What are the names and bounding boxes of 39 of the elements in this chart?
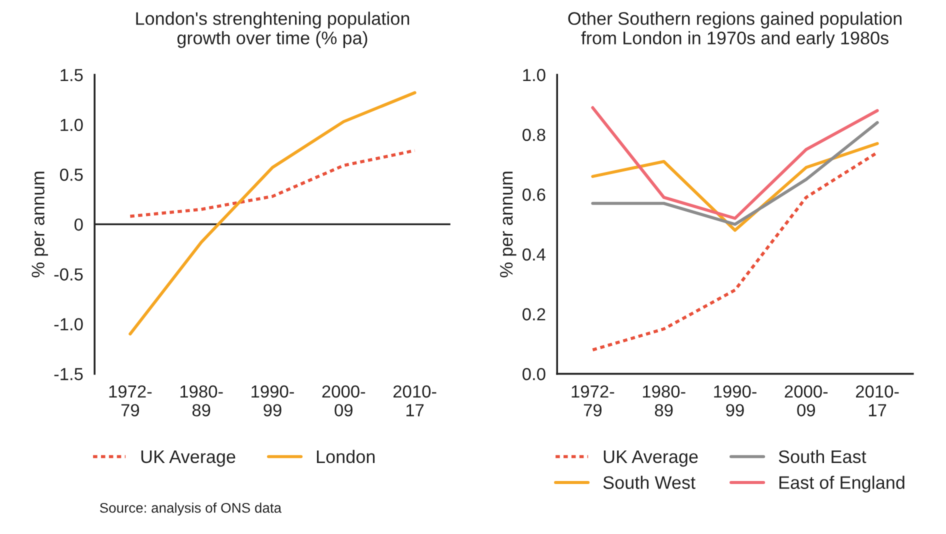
legend-label: London	[316, 450, 375, 464]
x-tick-label: 1980- 89	[642, 385, 686, 416]
y-tick-label: 0.8	[522, 128, 546, 142]
legend-label: UK Average	[604, 450, 698, 467]
y-tick-label: 0.5	[60, 168, 83, 181]
line-series	[128, 91, 416, 336]
y-tick-label: -1.5	[54, 368, 83, 380]
y-tick-label: 0.6	[522, 188, 546, 201]
legend-label: South East	[778, 450, 866, 464]
x-tick-label: 2010- 17	[856, 385, 899, 416]
legend-label: East of England	[779, 476, 904, 493]
line-series	[128, 148, 416, 218]
line-series	[591, 121, 879, 226]
x-tick-label: 2010- 17	[393, 385, 436, 416]
y-axis-title: % per annum	[32, 172, 48, 278]
y-tick-label: 1.0	[60, 118, 83, 132]
y-axis-title: % per annum	[500, 172, 516, 278]
y-tick-label: 0.4	[522, 248, 546, 261]
line-series	[591, 106, 879, 220]
x-tick-label: 1972- 79	[572, 385, 614, 416]
y-tick-label: 0	[74, 218, 83, 231]
chart-title: Other Southern regions gained population from London in 1970s and early 1980s	[568, 12, 902, 48]
x-tick-label: 2000- 09	[784, 385, 828, 416]
y-tick-label: 0.2	[522, 308, 546, 320]
y-tick-label: 0.0	[522, 368, 546, 380]
source-note: Source: analysis of ONS data	[100, 502, 282, 516]
y-tick-label: -1.0	[54, 318, 83, 330]
legend-label: UK Average	[141, 450, 236, 467]
y-tick-label: 1.5	[60, 69, 83, 82]
x-tick-label: 1990- 99	[714, 385, 756, 416]
x-tick-label: 1980- 89	[180, 385, 223, 416]
x-tick-label: 1972- 79	[109, 385, 152, 416]
legend-label: South West	[603, 476, 696, 489]
y-tick-label: -0.5	[54, 268, 83, 281]
x-tick-label: 2000- 09	[322, 385, 366, 416]
x-tick-label: 1990- 99	[252, 385, 294, 416]
y-tick-label: 1.0	[523, 68, 546, 82]
line-series	[591, 150, 879, 352]
chart-title: London's strenghtening population growth over time (% pa)	[136, 12, 410, 48]
